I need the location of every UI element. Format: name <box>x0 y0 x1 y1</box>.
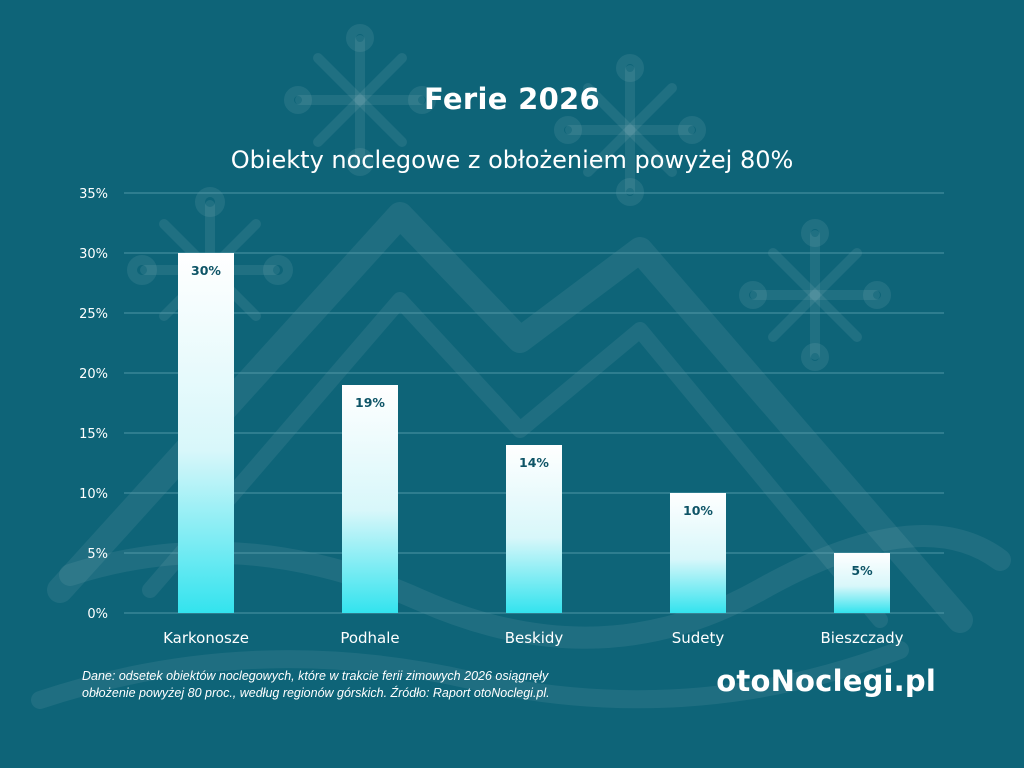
bar-series: 30% 19% 14% 10% 5% <box>178 253 890 613</box>
y-axis: 0% 5% 10% 15% 20% 25% 30% 35% <box>79 187 108 622</box>
snowflake-icon <box>284 24 436 176</box>
x-tick-label: Karkonosze <box>163 629 249 647</box>
bar <box>506 445 562 613</box>
source-note: Dane: odsetek obiektów noclegowych, któr… <box>82 669 550 700</box>
bar <box>670 493 726 613</box>
y-tick-label: 20% <box>79 367 108 382</box>
brand-logo-text: otoNoclegi.pl <box>716 664 936 698</box>
y-tick-label: 0% <box>87 607 108 622</box>
snowflake-icon <box>554 54 706 206</box>
x-axis: Karkonosze Podhale Beskidy Sudety Bieszczady <box>163 629 904 647</box>
x-tick-label: Podhale <box>340 629 399 647</box>
x-tick-label: Sudety <box>672 629 725 647</box>
wave-line-bottom-icon <box>31 641 909 709</box>
mountain-inner-outline-icon <box>142 292 888 628</box>
x-tick-label: Beskidy <box>505 629 564 647</box>
bar-value-label: 19% <box>355 395 385 410</box>
y-tick-label: 35% <box>79 187 108 202</box>
y-tick-label: 5% <box>87 547 108 562</box>
bar-chart: 0% 5% 10% 15% 20% 25% 30% 35% 30% 19% 14% 10% 5% Ka… <box>79 187 944 647</box>
y-tick-label: 10% <box>79 487 108 502</box>
x-tick-label: Bieszczady <box>820 629 903 647</box>
bar-value-label: 30% <box>191 263 221 278</box>
snowflake-icon <box>739 219 891 371</box>
y-tick-label: 15% <box>79 427 108 442</box>
y-tick-label: 25% <box>79 307 108 322</box>
bar-value-label: 14% <box>519 455 549 470</box>
bar <box>342 385 398 613</box>
bar <box>178 253 234 613</box>
chart-subtitle: Obiekty noclegowe z obłożeniem powyżej 8… <box>230 146 794 174</box>
chart-title: Ferie 2026 <box>423 82 601 116</box>
bar <box>834 553 890 613</box>
y-tick-label: 30% <box>79 247 108 262</box>
bar-value-label: 10% <box>683 503 713 518</box>
bar-value-label: 5% <box>851 563 873 578</box>
